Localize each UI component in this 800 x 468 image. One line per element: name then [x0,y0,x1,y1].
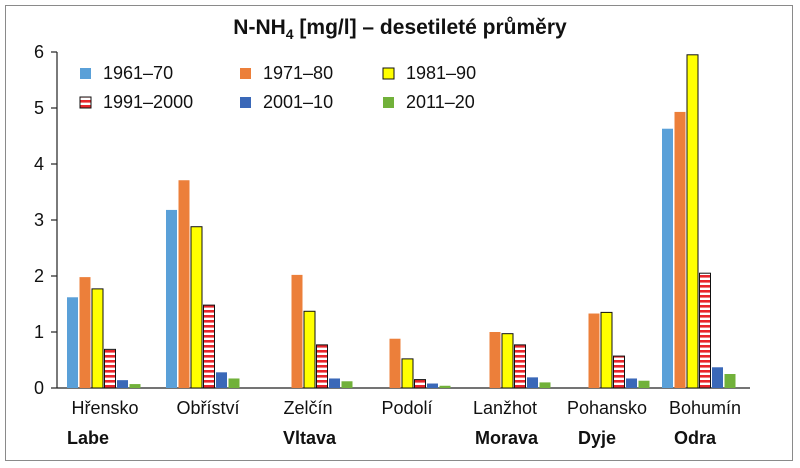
chart-title: N-NH4 [mg/l] – desetileté průměry [233,16,567,42]
bar [228,378,240,388]
legend-swatch [240,68,251,79]
bar [79,277,91,388]
y-tick-label: 6 [34,42,44,62]
bar [341,381,353,388]
bar [129,384,141,388]
bar [190,226,203,389]
bar [613,355,625,389]
bar [67,297,78,388]
y-tick-label: 4 [34,154,44,174]
category-label: Podolí [381,398,432,418]
legend-swatch [79,96,92,109]
legend-label: 1991–2000 [103,92,193,112]
bar [527,377,538,388]
bar [588,313,600,388]
bar [389,338,401,388]
bar [712,367,723,388]
y-tick-label: 5 [34,98,44,118]
legend-swatch [383,97,394,108]
bar [724,374,736,388]
legend-label: 1961–70 [103,63,173,83]
legend-swatch [382,67,395,80]
bar [414,379,426,389]
river-labels: Labe Vltava Morava Dyje Odra [67,428,717,448]
river-label: Morava [475,428,539,448]
y-tick-label: 1 [34,322,44,342]
bar [662,128,673,388]
legend-swatch [80,68,91,79]
bar [401,358,414,389]
title-subscript: 4 [286,26,294,42]
y-tick-label: 3 [34,210,44,230]
bar [439,385,451,388]
category-label: Pohansko [567,398,647,418]
bar [539,382,551,388]
bar [329,378,340,388]
bar [514,344,526,389]
river-label: Odra [674,428,717,448]
bar [303,310,316,389]
y-tick-label: 0 [34,378,44,398]
y-tick-label: 2 [34,266,44,286]
bar [216,372,227,388]
bar [203,304,215,389]
bar [117,380,128,388]
river-label: Labe [67,428,109,448]
bar [674,111,686,389]
bar [178,180,190,388]
y-axis-ticks: 0 1 2 3 4 5 6 [34,42,57,398]
bar [104,348,116,389]
bar [699,272,711,389]
bar [626,378,637,388]
legend-label: 2001–10 [263,92,333,112]
bar [166,209,177,388]
category-label: Zelčín [283,398,332,418]
legend-label: 1981–90 [406,63,476,83]
category-labels: Hřensko Obříství Zelčín Podolí Lanžhot Pohans… [71,398,741,418]
bar [91,288,104,389]
legend-label: 2011–20 [406,92,475,112]
category-label: Lanžhot [473,398,537,418]
category-label: Obříství [176,398,239,418]
river-label: Vltava [283,428,337,448]
category-label: Bohumín [669,398,741,418]
bars [67,54,736,389]
chart-frame [5,5,793,461]
bar [686,54,699,389]
river-label: Dyje [578,428,616,448]
legend: 1961–70 1971–80 1981–90 1991–2000 2001–10 201… [79,63,476,112]
legend-swatch [240,97,251,108]
bar [316,344,328,389]
bar [489,332,501,388]
bar [291,274,303,388]
legend-label: 1971–80 [263,63,333,83]
bar [427,383,438,388]
bar [501,333,514,389]
bar [600,311,613,389]
category-label: Hřensko [71,398,138,418]
bar [638,380,650,388]
